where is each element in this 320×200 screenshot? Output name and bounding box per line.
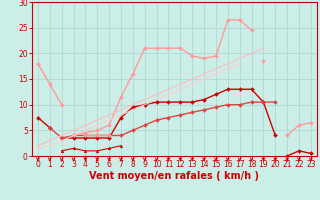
X-axis label: Vent moyen/en rafales ( km/h ): Vent moyen/en rafales ( km/h ) — [89, 171, 260, 181]
